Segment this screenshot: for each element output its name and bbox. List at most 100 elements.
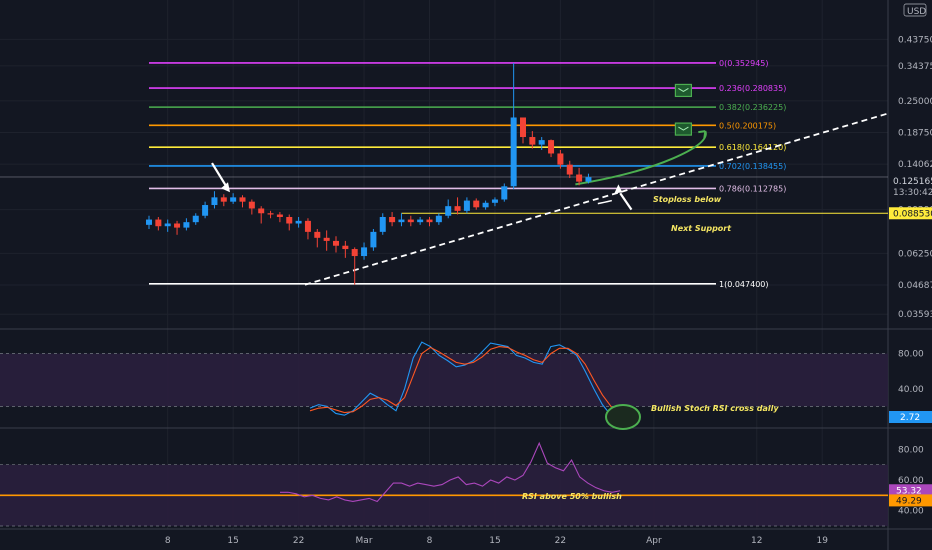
candle-body (417, 219, 424, 223)
candle-body (435, 215, 442, 223)
candle-body (286, 216, 293, 224)
candle-body (473, 200, 480, 208)
projection-curve (575, 130, 707, 186)
drawings (211, 83, 889, 286)
rsi-series-line (280, 441, 621, 503)
candle-body (267, 213, 274, 215)
rsi-value-label: 49.29 (896, 496, 922, 506)
date-tick-label: 12 (751, 536, 762, 546)
price-tick-label: 0.437500 (898, 35, 932, 45)
fib-label: 0.382(0.236225) (719, 103, 786, 112)
stoch-rsi-pane (0, 341, 888, 430)
candle-body (398, 219, 405, 223)
fib-label: 0.236(0.280835) (719, 84, 786, 93)
fib-label: 0.618(0.164120) (719, 143, 786, 152)
fib-label: 0.5(0.200175) (719, 121, 776, 130)
stoch-tick-label: 80.00 (898, 350, 924, 360)
candles (146, 62, 592, 285)
candle-body (407, 219, 414, 223)
price-tag-label: 0.125165 (893, 177, 932, 187)
candle-body (566, 164, 573, 175)
candle-body (333, 240, 339, 246)
trendline (304, 112, 889, 286)
flag-icon (678, 88, 689, 93)
candle-body (230, 197, 237, 202)
currency-label: USD (907, 7, 926, 17)
candle-body (164, 223, 171, 227)
rsi-pane (0, 441, 888, 527)
rsi-note: RSI above 50% bullish (522, 492, 622, 501)
grid (0, 0, 888, 529)
stoch-tick-label: 40.00 (898, 385, 924, 395)
price-tick-label: 0.140625 (898, 160, 932, 170)
candle-body (174, 223, 181, 228)
candle-body (501, 186, 508, 200)
price-tag (889, 174, 932, 187)
candle-body (370, 231, 377, 248)
candle-body (248, 201, 255, 209)
candle-body (445, 206, 452, 216)
candle-body (510, 117, 517, 187)
countdown-label: 13:30:42 (893, 188, 932, 198)
date-tick-label: 19 (816, 536, 828, 546)
date-tick-label: 8 (165, 536, 171, 546)
date-tick-label: 8 (427, 536, 433, 546)
candle-body (155, 219, 162, 227)
candle-body (342, 245, 349, 250)
candle-body (585, 177, 592, 182)
stoch-note: Bullish Stoch RSI cross daily (651, 404, 779, 413)
flag-icon (674, 122, 693, 136)
candle-body (576, 174, 583, 182)
price-tag (889, 207, 932, 220)
candle-body (463, 200, 470, 211)
currency-badge[interactable] (903, 3, 927, 17)
candle-body (192, 215, 199, 223)
fib-label: 1(0.047400) (719, 280, 769, 289)
date-tick-label: 22 (293, 536, 304, 546)
candle-body (314, 231, 321, 238)
date-tick-label: 15 (489, 536, 500, 546)
candle-body (548, 140, 555, 154)
candle-body (258, 208, 265, 214)
price-tick-label: 0.187500 (898, 129, 932, 139)
rsi-value-tag (889, 494, 932, 507)
candle-body (520, 117, 526, 138)
candle-body (211, 197, 218, 206)
price-tick-label: 0.343750 (898, 62, 932, 72)
candle-body (529, 137, 536, 145)
candle-body (239, 197, 246, 202)
candle-body (304, 220, 311, 232)
candle-body (379, 216, 386, 232)
rsi-tick-label: 80.00 (898, 445, 924, 455)
arrow-icon (221, 182, 230, 193)
date-tick-label: 15 (227, 536, 238, 546)
stoch-value-tag (889, 411, 932, 423)
candle-body (491, 199, 498, 203)
projection-arrowhead (698, 130, 707, 139)
fib-levels: 0(0.352945) 0.236(0.280835) 0.382(0.236225… (0, 59, 888, 289)
price-tick-label: 0.046875 (898, 281, 932, 291)
candle-body (426, 219, 433, 223)
rsi-tick-label: 40.00 (898, 507, 924, 517)
candle-body (146, 219, 152, 225)
rsi-value-label: 53.32 (896, 486, 922, 496)
candle-body (454, 206, 461, 211)
flag-icon (678, 126, 689, 131)
fib-label: 0.702(0.138455) (719, 162, 786, 171)
fib-label: 0(0.352945) (719, 59, 769, 68)
stoch-series-line (309, 346, 629, 421)
rsi-value-tag (889, 484, 932, 497)
price-tick-label: 0.035935 (898, 310, 932, 320)
arrow-icon (619, 192, 633, 211)
candle-body (220, 197, 227, 202)
price-tick-label: 0.062500 (898, 249, 932, 259)
stoch-value-label: 2.72 (900, 413, 920, 423)
price-tick-label: 0.250000 (898, 97, 932, 107)
candle-body (323, 237, 330, 241)
candle-body (276, 214, 283, 217)
date-tick-label: Mar (356, 536, 373, 546)
candle-body (361, 247, 368, 257)
fib-label: 0.786(0.112785) (719, 184, 786, 193)
